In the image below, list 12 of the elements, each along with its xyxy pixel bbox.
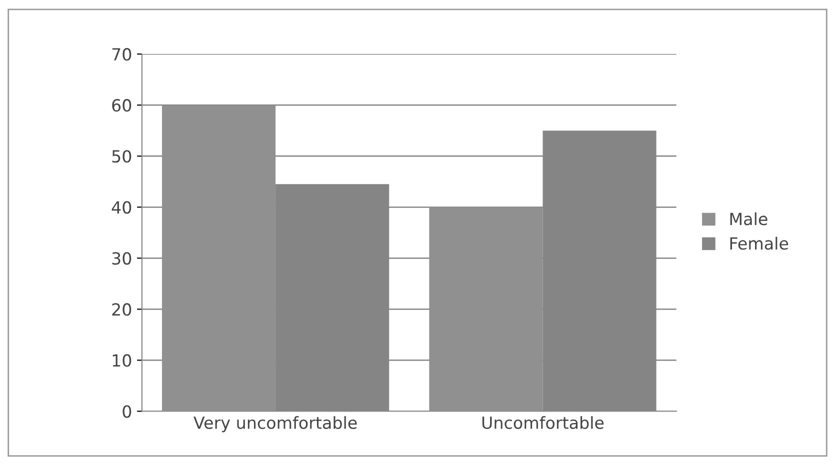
y-tick-label: 40 [112, 201, 132, 214]
legend-label: Female [730, 236, 788, 250]
legend-label: Male [730, 212, 768, 226]
y-tick-label: 70 [112, 48, 132, 61]
y-tick-label: 10 [112, 354, 132, 367]
y-tick-label: 20 [112, 303, 132, 316]
y-tick-label: 0 [122, 405, 132, 418]
y-tick-label: 60 [112, 99, 132, 112]
y-tick-label: 30 [112, 252, 132, 265]
x-tick-label: Uncomfortable [482, 416, 604, 430]
y-tick-label: 50 [112, 150, 132, 163]
x-tick-label: Very uncomfortable [194, 416, 357, 432]
